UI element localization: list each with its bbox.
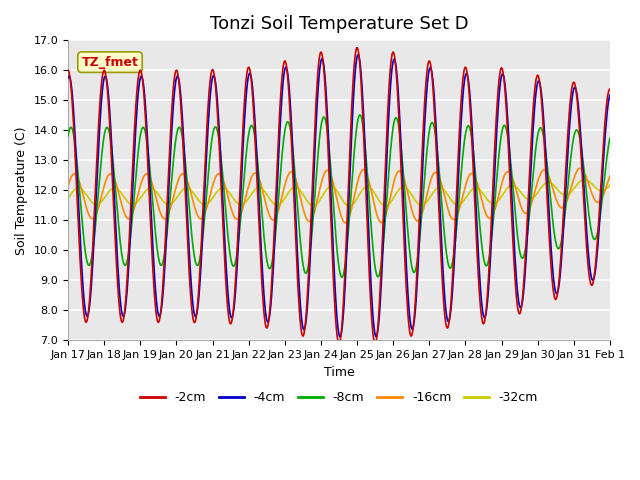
Legend: -2cm, -4cm, -8cm, -16cm, -32cm: -2cm, -4cm, -8cm, -16cm, -32cm xyxy=(135,386,543,409)
X-axis label: Time: Time xyxy=(324,366,355,379)
Title: Tonzi Soil Temperature Set D: Tonzi Soil Temperature Set D xyxy=(210,15,468,33)
Text: TZ_fmet: TZ_fmet xyxy=(81,56,138,69)
Y-axis label: Soil Temperature (C): Soil Temperature (C) xyxy=(15,126,28,254)
